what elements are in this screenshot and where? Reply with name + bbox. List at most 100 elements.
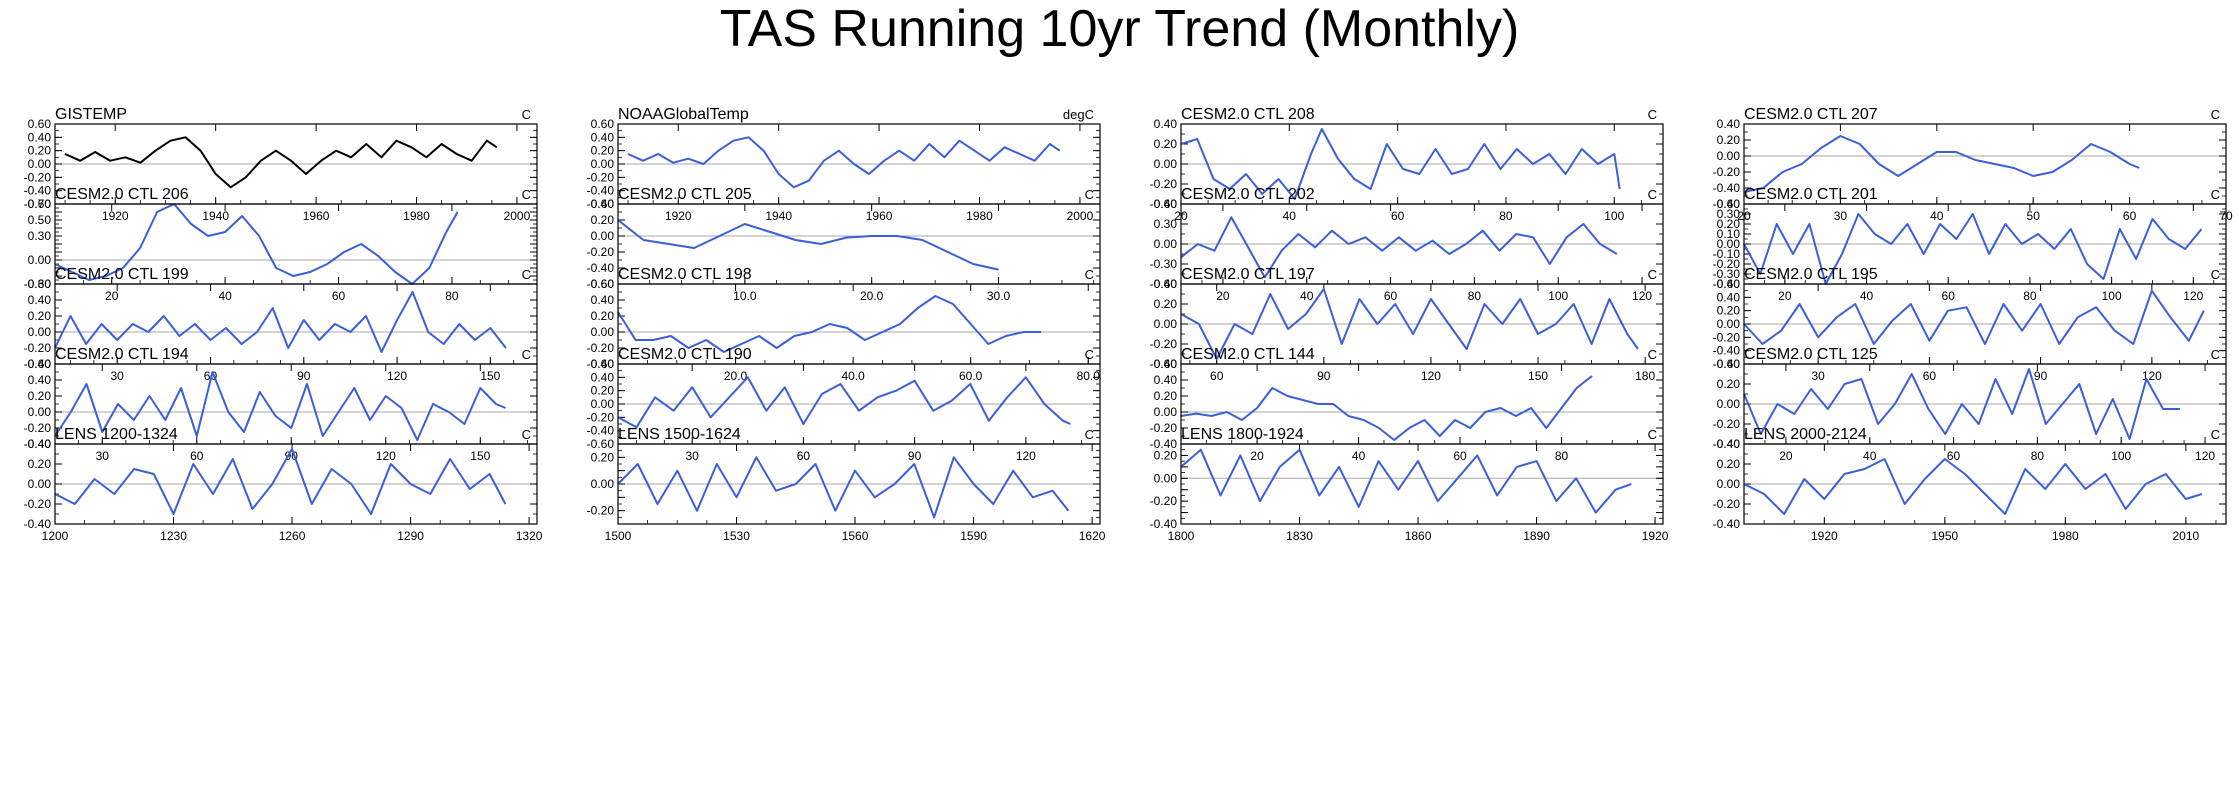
y-tick-label: 0.60 — [591, 117, 615, 131]
panel-title: LENS 2000-2124 — [1744, 426, 1867, 443]
x-tick-label: 80 — [445, 289, 459, 303]
y-tick-label: 0.30 — [1154, 217, 1178, 231]
y-tick-label: -0.10 — [1713, 247, 1741, 261]
chart-panel-9: CESM2.0 CTL 199 C -0.40 -0.20 0.00 0.20 0.40 0.… — [24, 266, 538, 383]
x-tick-label: 80 — [2031, 449, 2045, 463]
series-line — [627, 136, 1061, 189]
y-tick-label: 0.00 — [591, 157, 615, 171]
y-tick-label: 0.20 — [591, 144, 615, 158]
y-tick-label: 0.00 — [1717, 237, 1741, 251]
series-line — [64, 136, 498, 189]
x-tick-label: 150 — [480, 369, 500, 383]
y-tick-label: -0.40 — [1713, 344, 1741, 358]
y-tick-label: 0.20 — [1717, 217, 1741, 231]
chart-panel-10: CESM2.0 CTL 198 C-0.40-0.200.000.200.400.… — [587, 266, 1101, 383]
x-tick-label: 80 — [2023, 289, 2037, 303]
x-tick-label: 40 — [218, 289, 232, 303]
y-tick-label: -0.40 — [24, 437, 52, 451]
x-tick-label: 40.0 — [841, 369, 865, 383]
y-tick-label: -0.60 — [1713, 197, 1741, 211]
x-tick-label: 80 — [1499, 209, 1513, 223]
panel-units: C — [1648, 107, 1657, 122]
x-tick-label: 20 — [1216, 289, 1230, 303]
x-tick-label: 1890 — [1523, 529, 1550, 543]
x-tick-label: 10.0 — [733, 289, 757, 303]
y-tick-label: 0.60 — [1717, 277, 1741, 291]
series-line — [54, 371, 506, 441]
chart-panel-14: CESM2.0 CTL 190 C-0.60-0.40-0.200.000.200… — [587, 346, 1101, 463]
y-tick-label: -0.40 — [1150, 197, 1178, 211]
x-tick-label: 1950 — [1931, 529, 1958, 543]
y-tick-label: -0.60 — [1713, 357, 1741, 371]
panel-units: C — [2211, 187, 2220, 202]
y-tick-label: 0.40 — [1717, 290, 1741, 304]
chart-panel-16: CESM2.0 CTL 125 C -0.40 -0.20 0.00 0.20 0.40 20… — [1713, 346, 2227, 463]
y-tick-label: -0.20 — [1150, 494, 1178, 508]
x-tick-label: 40 — [1930, 209, 1944, 223]
y-tick-label: -0.20 — [587, 170, 615, 184]
panel-units: C — [522, 347, 531, 362]
panel-title: CESM2.0 CTL 194 — [55, 346, 189, 363]
panel-units: C — [522, 427, 531, 442]
x-tick-label: 30 — [685, 449, 699, 463]
y-tick-label: -0.40 — [1150, 357, 1178, 371]
chart-panel-11: CESM2.0 CTL 197 C -0.40 -0.20 0.00 0.20 0.40 60… — [1150, 266, 1664, 383]
y-tick-label: -0.60 — [587, 277, 615, 291]
x-tick-label: 1290 — [397, 529, 424, 543]
panel-title: CESM2.0 CTL 144 — [1181, 346, 1315, 363]
series-line — [1743, 458, 2203, 515]
series-line — [1743, 368, 2180, 440]
y-tick-label: 0.20 — [28, 389, 52, 403]
series-line — [1180, 216, 1618, 279]
y-tick-label: -0.20 — [587, 341, 615, 355]
panel-title: CESM2.0 CTL 197 — [1181, 266, 1315, 283]
panel-title: LENS 1800-1924 — [1181, 426, 1304, 443]
y-tick-label: -0.20 — [24, 421, 52, 435]
chart-panel-18: LENS 1500-1624 C -0.20 0.00 0.20 1500 1530 1560… — [587, 426, 1106, 543]
chart-panel-6: CESM2.0 CTL 205 C-0.60-0.40-0.200.000.200… — [587, 186, 1101, 303]
panel-title: CESM2.0 CTL 190 — [618, 346, 752, 363]
chart-panel-17: LENS 1200-1324 C -0.40 -0.20 0.00 0.20 0.40 120… — [24, 426, 543, 543]
chart-panel-12: CESM2.0 CTL 195 C-0.60-0.40-0.200.000.200… — [1713, 266, 2227, 383]
x-tick-label: 1960 — [866, 209, 893, 223]
x-tick-label: 150 — [470, 449, 490, 463]
x-tick-label: 120 — [2195, 449, 2215, 463]
y-tick-label: 0.20 — [1154, 137, 1178, 151]
series-line — [1180, 128, 1621, 200]
x-tick-label: 1800 — [1168, 529, 1195, 543]
x-tick-label: 1860 — [1405, 529, 1432, 543]
plot-frame — [54, 443, 538, 525]
y-tick-label: 0.20 — [28, 457, 52, 471]
y-tick-label: 0.20 — [1154, 389, 1178, 403]
y-tick-label: -0.40 — [24, 517, 52, 531]
y-tick-label: 0.40 — [591, 293, 615, 307]
y-tick-label: -0.20 — [1713, 165, 1741, 179]
panel-units: C — [522, 107, 531, 122]
panel-title: NOAAGlobalTemp — [618, 106, 749, 123]
chart-panel-2: NOAAGlobalTemp degC -0.60-0.40-0.200.000.2… — [587, 106, 1101, 223]
y-tick-label: -0.20 — [1713, 330, 1741, 344]
x-tick-label: 60 — [1942, 289, 1956, 303]
x-tick-label: 20 — [1250, 449, 1264, 463]
y-tick-label: -0.40 — [1150, 517, 1178, 531]
panel-title: CESM2.0 CTL 206 — [55, 186, 189, 203]
x-tick-label: 90 — [908, 449, 922, 463]
series-line — [617, 295, 1042, 353]
panel-units: C — [1085, 267, 1094, 282]
x-tick-label: 150 — [1528, 369, 1548, 383]
series-line — [54, 203, 459, 285]
y-tick-label: -0.40 — [1713, 437, 1741, 451]
x-tick-label: 60 — [1210, 369, 1224, 383]
y-tick-label: 0.60 — [591, 277, 615, 291]
panel-units: C — [1085, 427, 1094, 442]
panel-title: CESM2.0 CTL 125 — [1744, 346, 1878, 363]
x-tick-label: 90 — [2034, 369, 2048, 383]
x-tick-label: 1980 — [403, 209, 430, 223]
y-tick-label: -0.20 — [1713, 257, 1741, 271]
panel-title: CESM2.0 CTL 208 — [1181, 106, 1315, 123]
y-tick-label: 0.20 — [1717, 133, 1741, 147]
x-tick-label: 30.0 — [987, 289, 1011, 303]
y-tick-label: -0.40 — [24, 184, 52, 198]
y-tick-label: -0.60 — [587, 197, 615, 211]
y-tick-label: 0.40 — [28, 437, 52, 451]
